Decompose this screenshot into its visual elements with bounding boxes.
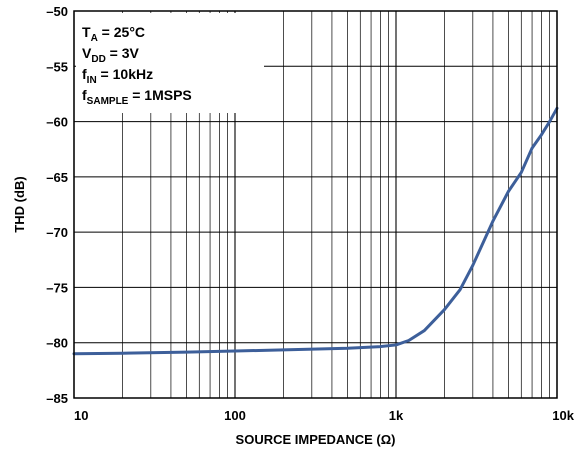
x-axis-title: SOURCE IMPEDANCE (Ω) (236, 432, 396, 447)
plot-frame (73, 10, 558, 399)
annotation-line: fSAMPLE = 1MSPS (82, 87, 192, 107)
y-tick-label: –55 (46, 59, 68, 74)
y-axis-title: THD (dB) (12, 176, 27, 232)
thd-curve (72, 106, 559, 356)
series-layer (72, 106, 559, 356)
y-tick-label: –70 (46, 225, 68, 240)
x-tick-label: 10k (552, 408, 574, 423)
annotation-line: TA = 25°C (82, 24, 145, 44)
x-tick-label: 100 (224, 408, 246, 423)
y-tick-label: –75 (46, 280, 68, 295)
y-tick-label: –85 (46, 391, 68, 406)
x-tick-label: 10 (74, 408, 88, 423)
annotation-line: VDD = 3V (82, 45, 140, 65)
y-tick-label: –60 (46, 115, 68, 130)
x-tick-label: 1k (389, 408, 404, 423)
y-tick-label: –65 (46, 170, 68, 185)
y-tick-label: –50 (46, 4, 68, 19)
tick-labels: –50 –55 –60 –65 –70 –75 –80 –85 10 100 1k 10k (46, 4, 574, 423)
annotation-line: fIN = 10kHz (82, 66, 153, 86)
y-tick-label: –80 (46, 336, 68, 351)
annotation-box (76, 13, 264, 113)
